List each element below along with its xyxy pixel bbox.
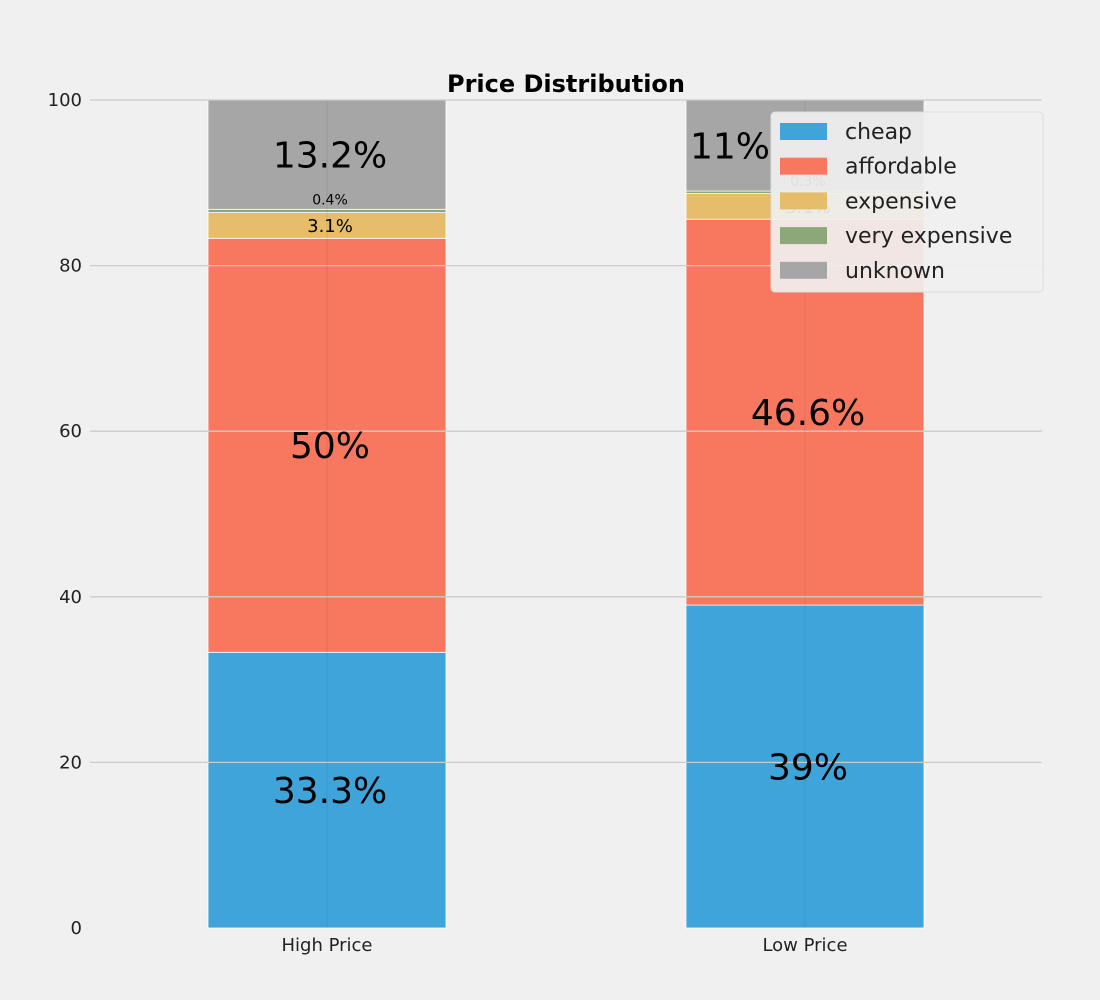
bar-segment-affordable	[207, 237, 447, 653]
segment-value-label: 11%	[690, 127, 770, 168]
legend: cheap affordable expensive very expensive un…	[770, 111, 1044, 293]
y-tick-label: 60	[59, 421, 82, 442]
y-tick-label: 0	[71, 918, 82, 939]
segment-value-label: 50%	[290, 426, 370, 467]
axis-ticks: 0 20 40 60 80 100 High Price Low Price	[48, 90, 848, 956]
legend-label: affordable	[845, 155, 957, 180]
y-tick-label: 100	[48, 90, 82, 111]
x-tick-label: Low Price	[762, 935, 847, 956]
legend-swatch	[780, 261, 827, 279]
legend-label: expensive	[845, 189, 957, 214]
chart-title: Price Distribution	[447, 70, 685, 98]
segment-value-label: 46.6%	[751, 393, 865, 434]
grid-lines	[90, 99, 1042, 928]
legend-label: unknown	[845, 259, 945, 284]
legend-swatch	[780, 227, 827, 245]
bar-segment-cheap	[207, 651, 447, 929]
legend-swatch	[780, 157, 827, 175]
segment-value-label: 13.2%	[273, 136, 387, 177]
bar-segment-unknown	[207, 99, 447, 210]
x-tick-label: High Price	[281, 935, 372, 956]
legend-label: very expensive	[845, 224, 1012, 249]
y-tick-label: 20	[59, 752, 82, 773]
segment-labels: 33.3%50%3.1%0.4%13.2%39%46.6%3.1%0.3%11%	[273, 127, 865, 813]
legend-label: cheap	[845, 120, 912, 145]
segment-value-label: 33.3%	[273, 771, 387, 812]
segment-value-label: 39%	[768, 748, 848, 789]
segment-value-label: 0.4%	[312, 192, 348, 208]
legend-box	[770, 111, 1044, 293]
legend-swatch	[780, 123, 827, 140]
segment-value-label: 3.1%	[307, 216, 353, 237]
legend-swatch	[780, 192, 827, 210]
y-tick-label: 80	[59, 256, 82, 277]
y-tick-label: 40	[59, 587, 82, 608]
